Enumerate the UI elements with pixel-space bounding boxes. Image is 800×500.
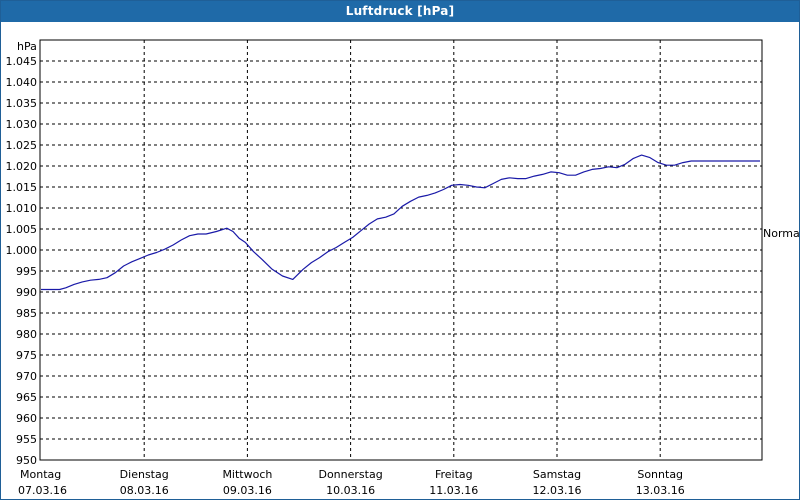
series-group (41, 154, 760, 291)
y-tick-label: 985 (16, 307, 37, 320)
x-tick-day: Dienstag (120, 468, 169, 481)
x-tick-day: Sonntag (637, 468, 683, 481)
y-tick-label: 1.005 (6, 223, 38, 236)
chart-title: Luftdruck [hPa] (1, 1, 799, 22)
x-tick-date: 07.03.16 (18, 484, 67, 497)
y-tick-label: 1.000 (6, 244, 38, 257)
horizontal-gridlines (40, 60, 762, 440)
x-tick-date: 08.03.16 (120, 484, 169, 497)
y-tick-label: 1.010 (6, 202, 38, 215)
y-tick-label: 1.040 (6, 76, 38, 89)
y-tick-label: 1.045 (6, 55, 38, 68)
y-axis-label: hPa (17, 40, 37, 53)
y-tick-label: 1.030 (6, 118, 38, 131)
y-tick-label: 1.015 (6, 181, 38, 194)
y-tick-label: 975 (16, 349, 37, 362)
x-tick-date: 11.03.16 (429, 484, 478, 497)
x-tick-date: 13.03.16 (636, 484, 685, 497)
y-tick-label: 1.020 (6, 160, 38, 173)
y-axis-tick-labels: 950 955 960 965 970 975 980 985 990 995 1.000 1.005… (6, 55, 38, 467)
y-tick-label: 970 (16, 370, 37, 383)
reference-label: Normal (763, 227, 800, 240)
x-tick-date: 12.03.16 (533, 484, 582, 497)
y-tick-label: 955 (16, 433, 37, 446)
x-tick-day: Montag (20, 468, 61, 481)
y-tick-label: 960 (16, 412, 37, 425)
y-tick-label: 1.025 (6, 139, 38, 152)
y-tick-label: 995 (16, 265, 37, 278)
y-tick-label: 965 (16, 391, 37, 404)
pressure-series-line (41, 154, 760, 291)
x-axis-tick-labels: Montag 07.03.16 Dienstag 08.03.16 Mittwoch 09… (18, 468, 685, 497)
x-tick-day: Samstag (533, 468, 581, 481)
x-tick-day: Freitag (435, 468, 473, 481)
x-tick-day: Mittwoch (222, 468, 272, 481)
y-tick-label: 1.035 (6, 97, 38, 110)
x-tick-date: 10.03.16 (326, 484, 375, 497)
x-tick-date: 09.03.16 (223, 484, 272, 497)
vertical-gridlines (143, 40, 661, 460)
y-tick-label: 980 (16, 328, 37, 341)
y-tick-label: 950 (16, 454, 37, 467)
y-tick-label: 990 (16, 286, 37, 299)
x-tick-day: Donnerstag (318, 468, 382, 481)
